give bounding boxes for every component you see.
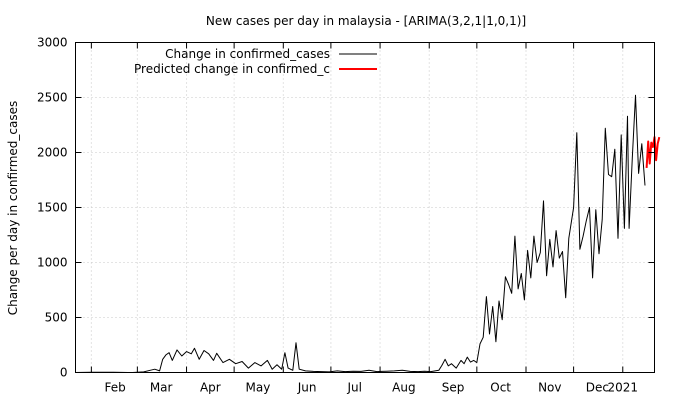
x-tick-label: 2021 xyxy=(608,381,639,395)
grid xyxy=(75,42,655,373)
legend-label-actual: Change in confirmed_cases xyxy=(165,47,330,61)
series-lines xyxy=(75,94,661,373)
series-line-actual xyxy=(75,94,646,373)
x-tick-label: Jul xyxy=(346,381,361,395)
x-tick-label: Mar xyxy=(150,381,173,395)
x-tick-label: Feb xyxy=(105,381,126,395)
y-tick-label: 1500 xyxy=(37,201,68,215)
x-tick-label: Jun xyxy=(297,381,317,395)
x-tick-label: Apr xyxy=(200,381,221,395)
legend-label-predicted: Predicted change in confirmed_c xyxy=(134,62,330,76)
y-tick-label: 2000 xyxy=(37,146,68,160)
x-tick-label: May xyxy=(246,381,271,395)
y-axis: 0 500 1000 1500 2000 2500 3000 xyxy=(37,36,655,380)
y-tick-label: 500 xyxy=(45,311,68,325)
y-tick-label: 2500 xyxy=(37,91,68,105)
y-tick-label: 3000 xyxy=(37,36,68,50)
y-axis-label: Change per day in confirmed_cases xyxy=(6,101,20,316)
x-tick-label: Dec xyxy=(586,381,609,395)
y-tick-label: 0 xyxy=(60,366,68,380)
series-line-predicted xyxy=(645,136,661,168)
x-tick-label: Sep xyxy=(442,381,465,395)
chart-title: New cases per day in malaysia - [ARIMA(3… xyxy=(206,14,526,28)
x-tick-label: Aug xyxy=(392,381,415,395)
x-tick-label: Nov xyxy=(538,381,561,395)
y-tick-label: 1000 xyxy=(37,256,68,270)
x-tick-label: Oct xyxy=(490,381,511,395)
legend: Change in confirmed_cases Predicted chan… xyxy=(134,47,377,76)
